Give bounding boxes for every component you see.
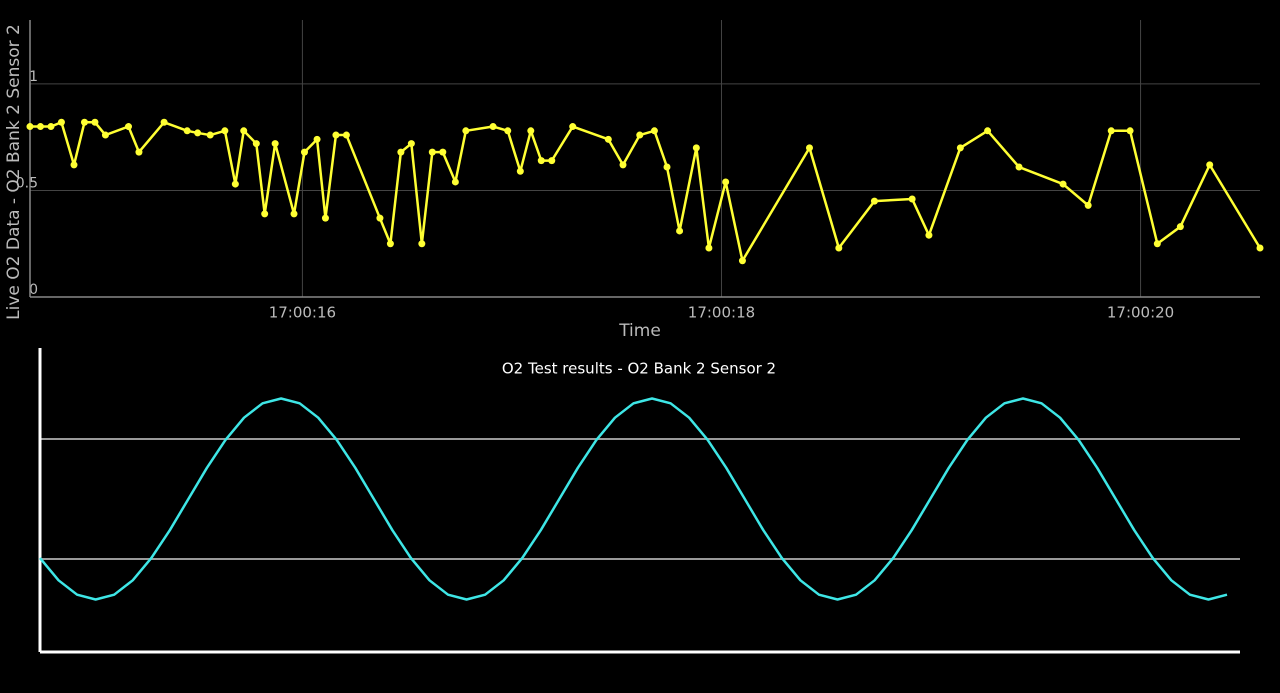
data-point [527,127,535,135]
data-point [663,163,671,171]
data-point [26,123,34,131]
data-point [332,131,340,139]
data-point [313,135,321,143]
data-point [206,131,214,139]
data-point [80,118,88,126]
data-point [1015,163,1023,171]
data-point [439,148,447,156]
data-point [135,148,143,156]
data-point [925,231,933,239]
data-point [231,180,239,188]
data-point [160,118,168,126]
data-point [261,210,269,218]
data-point [376,214,384,222]
y-tick-label: 0.5 [16,175,38,191]
data-point [692,144,700,152]
data-point [183,127,191,135]
data-point [124,123,132,131]
data-point [428,148,436,156]
data-point [101,131,109,139]
x-axis-title: Time [618,321,661,341]
y-tick-label: 1 [29,69,38,85]
data-point [908,195,916,203]
data-point [984,127,992,135]
data-point [47,123,55,131]
data-point [1176,223,1184,231]
y-axis-title: Live O2 Data - O2 Bank 2 Sensor 2 [4,24,24,320]
data-point [516,167,524,175]
y-tick-label: 0 [29,282,38,298]
data-point [240,127,248,135]
data-point [504,127,512,135]
data-point [805,144,813,152]
data-point [636,131,644,139]
data-point [1153,240,1161,248]
data-point [738,257,746,265]
data-point [290,210,298,218]
data-point [252,140,260,148]
data-point [722,178,730,186]
data-point [1206,161,1214,169]
data-point [300,148,308,156]
x-tick-label: 17:00:16 [269,304,336,322]
data-point [870,197,878,205]
data-point [1084,201,1092,209]
chart-title: O2 Test results - O2 Bank 2 Sensor 2 [502,360,776,378]
data-point [194,129,202,137]
data-point [1126,127,1134,135]
data-point [70,161,78,169]
data-point [91,118,99,126]
data-point [36,123,44,131]
data-point [1059,180,1067,188]
x-tick-label: 17:00:20 [1107,304,1174,322]
x-tick-label: 17:00:18 [688,304,755,322]
data-point [221,127,229,135]
data-point [271,140,279,148]
data-point [956,144,964,152]
data-point [57,118,65,126]
data-point [604,135,612,143]
data-line [39,397,1228,601]
data-point [407,140,415,148]
data-point [451,178,459,186]
data-point [705,244,713,252]
data-point [489,123,497,131]
data-point [1107,127,1115,135]
data-point [1256,244,1264,252]
data-point [619,161,627,169]
data-point [548,157,556,165]
data-point [537,157,545,165]
data-point [418,240,426,248]
data-point [835,244,843,252]
data-point [676,227,684,235]
data-point [569,123,577,131]
data-point [462,127,470,135]
data-point [342,131,350,139]
data-point [650,127,658,135]
data-point [397,148,405,156]
data-point [386,240,394,248]
data-point [321,214,329,222]
